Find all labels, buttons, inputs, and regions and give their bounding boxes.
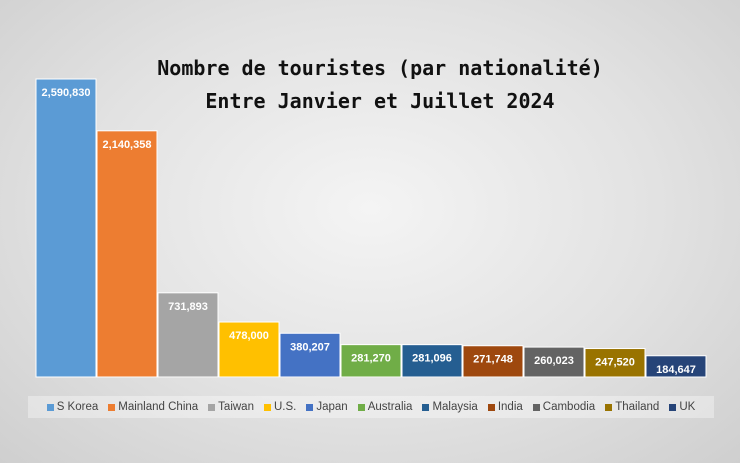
legend-item: India <box>487 401 523 413</box>
chart-title-line-1: Nombre de touristes (par nationalité) <box>157 56 603 80</box>
legend-swatch <box>306 403 314 411</box>
bar-s-korea <box>35 78 97 378</box>
legend-swatch <box>605 403 613 411</box>
bar-taiwan <box>157 292 219 378</box>
bar-japan <box>279 332 341 378</box>
data-label: 380,207 <box>290 341 330 353</box>
data-label: 478,000 <box>229 330 269 342</box>
data-label: 260,023 <box>534 355 574 367</box>
legend-label: Cambodia <box>542 401 596 413</box>
legend-label: S Korea <box>56 401 99 413</box>
legend-label: Taiwan <box>218 401 254 413</box>
legend-item: Australia <box>357 401 413 413</box>
chart-title: Nombre de touristes (par nationalité) En… <box>0 52 740 118</box>
data-label: 184,647 <box>656 364 696 376</box>
legend-item: U.S. <box>263 401 297 413</box>
legend-item: Mainland China <box>108 401 198 413</box>
bar-australia <box>340 344 402 378</box>
legend-swatch <box>263 403 271 411</box>
bar-uk <box>645 355 707 378</box>
data-label: 2,140,358 <box>103 139 152 151</box>
data-label: 247,520 <box>595 357 635 369</box>
data-label: 2,590,830 <box>42 87 91 99</box>
legend-item: Thailand <box>605 401 659 413</box>
bar-malaysia <box>401 344 463 378</box>
bar-india <box>462 345 524 378</box>
legend-item: Taiwan <box>208 401 254 413</box>
legend-swatch <box>208 403 216 411</box>
legend-swatch <box>487 403 495 411</box>
legend-swatch <box>46 403 54 411</box>
legend-label: Mainland China <box>118 401 199 413</box>
legend: S Korea Mainland China Taiwan U.S. Japan Aust… <box>28 396 714 418</box>
legend-item: Cambodia <box>532 401 596 413</box>
legend-label: India <box>497 401 523 413</box>
legend-label: Malaysia <box>432 401 478 413</box>
data-label: 281,270 <box>351 353 391 365</box>
legend-swatch <box>532 403 540 411</box>
data-label: 281,096 <box>412 353 452 365</box>
bar-cambodia <box>523 346 585 378</box>
legend-label: Thailand <box>615 401 660 413</box>
legend-item: Malaysia <box>422 401 478 413</box>
legend-label: Australia <box>367 401 413 413</box>
legend-item: S Korea <box>46 401 99 413</box>
legend-swatch <box>357 403 365 411</box>
legend-swatch <box>422 403 430 411</box>
legend-item: Japan <box>306 401 348 413</box>
legend-label: UK <box>679 401 696 413</box>
chart-title-line-2: Entre Janvier et Juillet 2024 <box>205 89 555 113</box>
bar-u-s- <box>218 321 280 378</box>
data-label: 271,748 <box>473 354 513 366</box>
legend-item: UK <box>669 401 695 413</box>
legend-swatch <box>669 403 677 411</box>
legend-swatch <box>108 403 116 411</box>
legend-label: Japan <box>316 401 348 413</box>
legend-label: U.S. <box>273 401 297 413</box>
bar-mainland-china <box>96 130 158 378</box>
bar-thailand <box>584 348 646 378</box>
data-label: 731,893 <box>168 301 208 313</box>
